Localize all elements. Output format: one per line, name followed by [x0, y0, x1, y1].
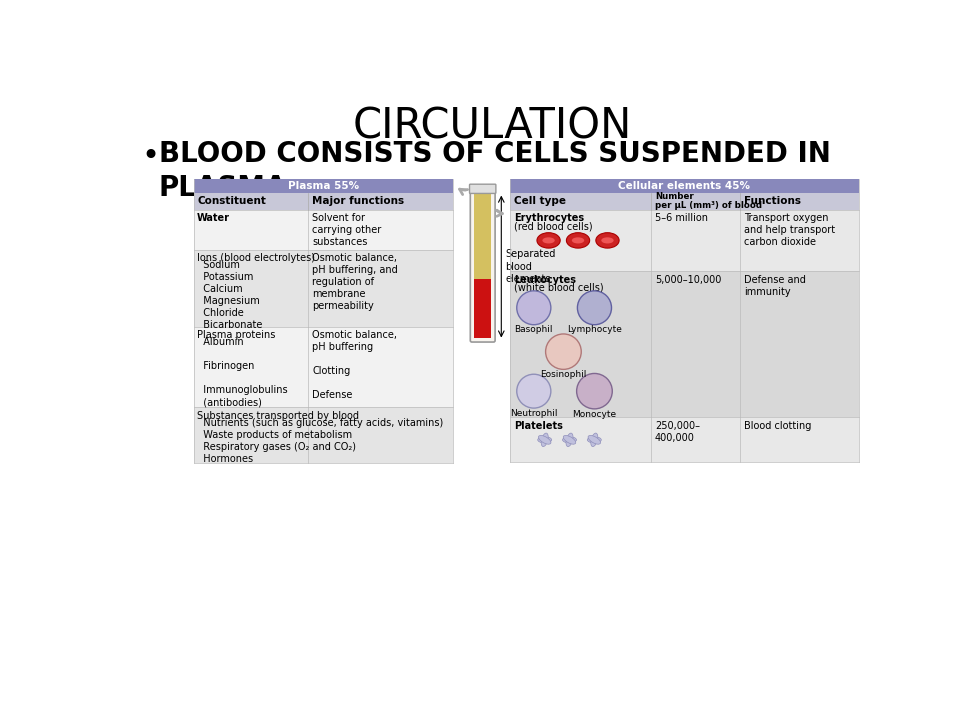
- Text: Plasma proteins: Plasma proteins: [197, 330, 276, 340]
- Text: Plasma 55%: Plasma 55%: [288, 181, 359, 191]
- Text: Osmotic balance,
pH buffering

Clotting

Defense: Osmotic balance, pH buffering Clotting D…: [312, 330, 397, 400]
- Circle shape: [516, 374, 551, 408]
- FancyBboxPatch shape: [470, 191, 495, 342]
- Ellipse shape: [596, 233, 619, 248]
- Text: Platelets: Platelets: [514, 421, 563, 431]
- Text: Basophil: Basophil: [515, 325, 553, 335]
- Bar: [194, 408, 453, 463]
- Text: 250,000–
400,000: 250,000– 400,000: [655, 421, 700, 444]
- Ellipse shape: [538, 437, 552, 443]
- Bar: [194, 193, 453, 210]
- Text: Leukocytes: Leukocytes: [514, 275, 576, 285]
- Text: Blood clotting: Blood clotting: [744, 421, 811, 431]
- Bar: [194, 179, 453, 193]
- Ellipse shape: [566, 433, 573, 446]
- Bar: [510, 418, 858, 462]
- Circle shape: [516, 291, 551, 325]
- Text: Separated
blood
elements: Separated blood elements: [505, 249, 556, 284]
- Text: Nutrients (such as glucose, fatty acids, vitamins)
  Waste products of metabolis: Nutrients (such as glucose, fatty acids,…: [197, 418, 443, 464]
- Text: Neutrophil: Neutrophil: [510, 409, 558, 418]
- Bar: [510, 271, 858, 418]
- Text: •: •: [142, 142, 159, 171]
- Text: Eosinophil: Eosinophil: [540, 370, 587, 379]
- Text: Solvent for
carrying other
substances: Solvent for carrying other substances: [312, 212, 381, 247]
- Text: Cellular elements 45%: Cellular elements 45%: [618, 181, 750, 191]
- Text: Transport oxygen
and help transport
carbon dioxide: Transport oxygen and help transport carb…: [744, 213, 835, 248]
- Circle shape: [545, 334, 581, 369]
- Circle shape: [577, 374, 612, 409]
- Text: Substances transported by blood: Substances transported by blood: [197, 410, 359, 420]
- Text: 5–6 million: 5–6 million: [655, 213, 708, 223]
- Ellipse shape: [588, 437, 601, 443]
- Ellipse shape: [563, 437, 576, 443]
- Text: Constituent: Constituent: [198, 196, 266, 206]
- FancyBboxPatch shape: [469, 184, 496, 194]
- Text: (red blood cells): (red blood cells): [514, 221, 592, 231]
- Text: Lymphocyte: Lymphocyte: [567, 325, 622, 335]
- Text: Functions: Functions: [744, 196, 801, 206]
- Ellipse shape: [541, 433, 548, 446]
- Text: Sodium
  Potassium
  Calcium
  Magnesium
  Chloride
  Bicarbonate: Sodium Potassium Calcium Magnesium Chlor…: [197, 261, 262, 330]
- Bar: [194, 250, 453, 327]
- Text: Water: Water: [197, 212, 229, 222]
- Bar: [474, 279, 492, 338]
- Text: Number
per μL (mm³) of blood: Number per μL (mm³) of blood: [655, 192, 761, 210]
- Ellipse shape: [588, 436, 601, 444]
- Bar: [194, 327, 453, 408]
- Ellipse shape: [572, 238, 585, 243]
- Text: Defense and
immunity: Defense and immunity: [744, 275, 805, 297]
- Ellipse shape: [601, 238, 613, 243]
- Text: Monocyte: Monocyte: [572, 410, 616, 418]
- Ellipse shape: [590, 433, 598, 446]
- Ellipse shape: [566, 233, 589, 248]
- Bar: [510, 179, 858, 193]
- Ellipse shape: [542, 238, 555, 243]
- Text: Albumin

  Fibrinogen

  Immunoglobulins
  (antibodies): Albumin Fibrinogen Immunoglobulins (anti…: [197, 338, 287, 408]
- Ellipse shape: [537, 233, 561, 248]
- Text: CIRCULATION: CIRCULATION: [352, 106, 632, 148]
- Bar: [510, 210, 858, 271]
- Circle shape: [577, 291, 612, 325]
- Ellipse shape: [539, 436, 551, 444]
- Text: Erythrocytes: Erythrocytes: [514, 213, 584, 223]
- Text: Cell type: Cell type: [514, 196, 565, 206]
- Bar: [474, 194, 492, 280]
- Text: Osmotic balance,
pH buffering, and
regulation of
membrane
permeability: Osmotic balance, pH buffering, and regul…: [312, 253, 398, 311]
- Text: BLOOD CONSISTS OF CELLS SUSPENDED IN
PLASMA: BLOOD CONSISTS OF CELLS SUSPENDED IN PLA…: [158, 140, 830, 202]
- Text: 5,000–10,000: 5,000–10,000: [655, 275, 721, 285]
- Bar: [510, 193, 858, 210]
- Bar: [194, 210, 453, 250]
- Text: Ions (blood electrolytes): Ions (blood electrolytes): [197, 253, 315, 263]
- Ellipse shape: [564, 436, 576, 444]
- Text: Major functions: Major functions: [312, 196, 404, 206]
- Text: (white blood cells): (white blood cells): [514, 283, 603, 293]
